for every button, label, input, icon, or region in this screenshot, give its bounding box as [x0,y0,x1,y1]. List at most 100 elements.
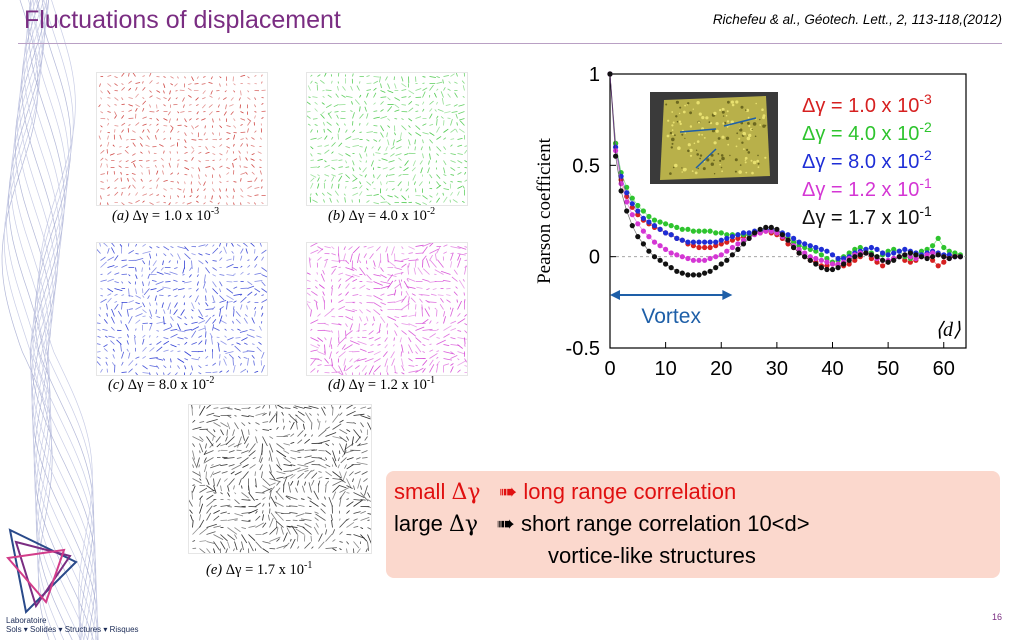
data-point [707,239,713,245]
data-point [668,250,674,256]
displacement-vector [203,274,206,283]
displacement-vector [234,408,241,411]
displacement-vector [317,413,319,416]
displacement-vector [364,146,367,153]
displacement-vector [228,478,235,486]
displacement-vector [227,541,231,549]
data-point [818,252,824,258]
displacement-vector [310,182,314,189]
displacement-vector [324,344,326,354]
displacement-vector [324,73,327,77]
displacement-vector [162,286,171,289]
displacement-vector [191,150,195,154]
displacement-vector [401,253,405,255]
displacement-vector [228,450,235,453]
displacement-vector [346,541,350,545]
displacement-vector [450,261,453,268]
displacement-vector [149,80,153,84]
displacement-vector [415,258,418,261]
displacement-vector [344,464,347,469]
displacement-vector [352,192,359,196]
displacement-vector [196,111,199,115]
displacement-vector [394,289,397,296]
displacement-vector [380,132,384,138]
displacement-vector [399,166,402,168]
displacement-vector [443,344,450,346]
displacement-vector [227,422,231,430]
displacement-vector [184,167,190,170]
displacement-vector [233,273,236,275]
displacement-vector [184,125,188,128]
displacement-vector [248,422,251,425]
displacement-vector [248,415,255,418]
displacement-vector [199,540,207,542]
data-point [846,261,852,267]
displacement-vector [323,199,325,203]
displacement-vector [251,317,255,324]
displacement-vector [415,304,417,310]
displacement-vector [345,372,347,375]
displacement-vector [212,324,215,331]
displacement-vector [177,323,181,331]
displacement-vector [328,496,333,507]
displacement-vector [313,299,318,303]
displacement-vector [248,534,256,541]
displacement-vector [359,146,363,148]
displacement-vector [394,195,399,199]
displacement-vector [142,129,145,133]
displacement-vector [387,202,391,205]
displacement-vector [298,504,305,507]
displacement-vector [110,326,115,331]
displacement-vector [417,267,423,275]
displacement-vector [203,181,206,186]
displacement-vector [226,132,231,134]
displacement-vector [141,267,143,272]
displacement-vector [342,86,346,91]
displacement-vector [121,371,127,373]
displacement-vector [401,195,407,201]
data-point [907,254,913,260]
displacement-vector [401,118,404,121]
displacement-vector [349,358,353,363]
data-point [690,257,696,263]
displacement-vector [233,90,236,93]
data-point [796,239,802,245]
displacement-vector [338,175,343,182]
displacement-vector [290,464,296,467]
displacement-vector [311,479,315,486]
displacement-vector [252,457,256,460]
displacement-vector [254,288,261,293]
displacement-vector [247,259,250,261]
displacement-vector [163,90,165,94]
displacement-vector [145,144,150,147]
displacement-vector [261,186,263,189]
displacement-vector [212,362,217,366]
displacement-vector [219,118,221,121]
displacement-vector [422,246,428,254]
displacement-vector [142,97,145,99]
displacement-vector [100,195,102,200]
displacement-vector [198,372,202,375]
displacement-vector [276,481,280,486]
displacement-vector [234,541,238,551]
displacement-vector [224,335,227,338]
displacement-vector [427,301,437,303]
displacement-vector [177,350,181,352]
displacement-vector [215,436,221,443]
displacement-vector [240,255,243,261]
displacement-vector [304,438,310,444]
displacement-vector [177,358,185,363]
displacement-vector [283,443,290,446]
data-point [707,268,713,274]
displacement-vector [223,111,227,116]
displacement-vector [338,365,344,375]
displacement-vector [310,166,318,168]
displacement-vector [310,337,319,342]
displacement-vector [212,132,214,135]
displacement-vector [234,519,238,521]
displacement-vector [365,160,367,163]
displacement-vector [198,320,206,324]
x-tick-label: 30 [766,358,788,380]
displacement-vector [359,94,362,98]
